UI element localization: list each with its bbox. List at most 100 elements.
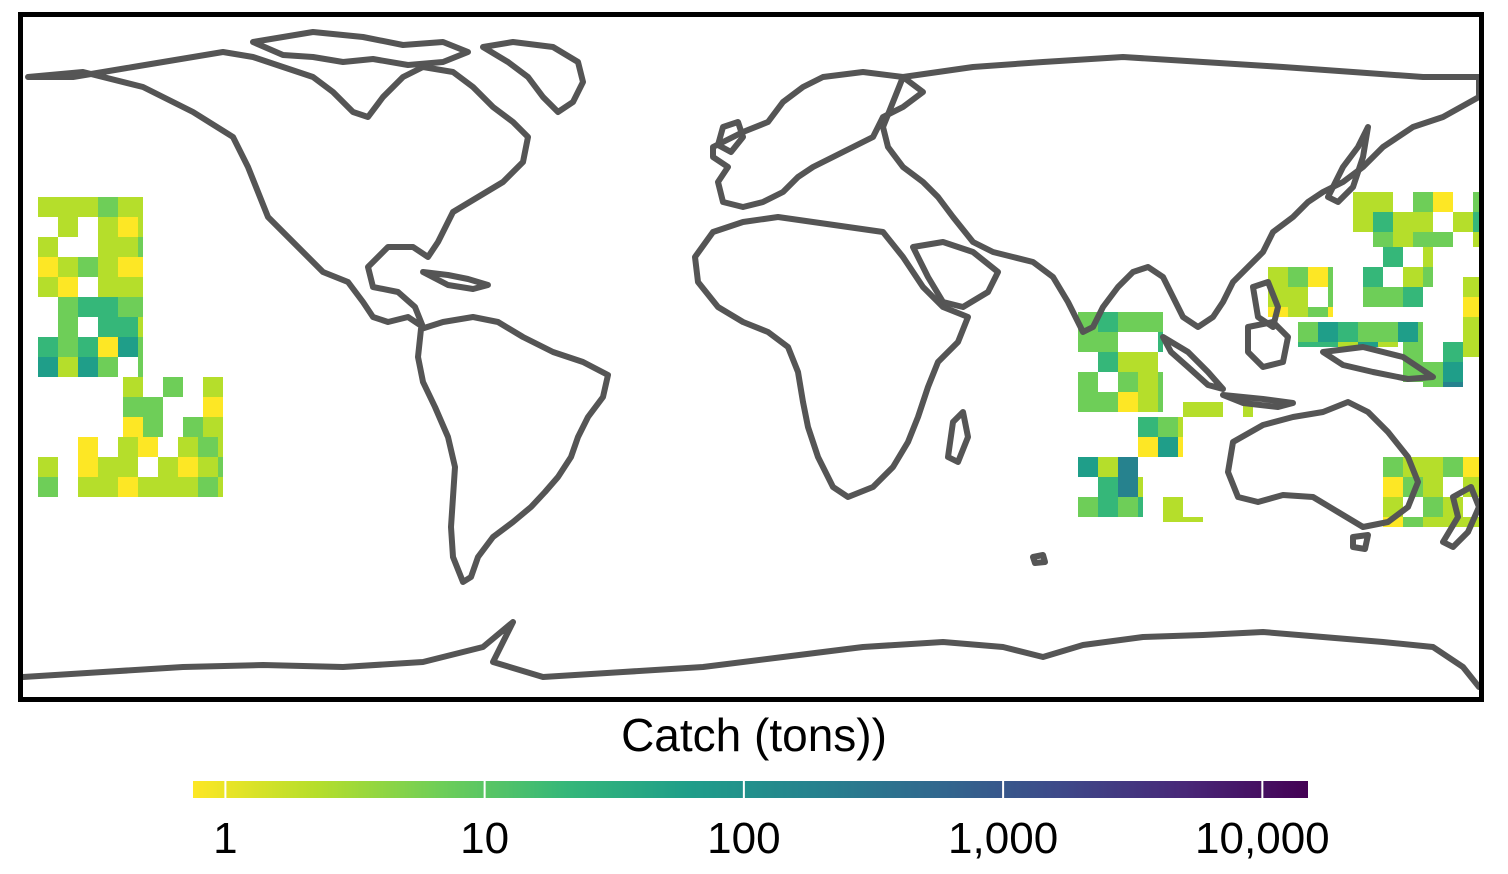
coastline-asia [880, 54, 1479, 335]
catch-cell [78, 337, 98, 357]
catch-cell [1158, 417, 1178, 437]
catch-cell [1353, 212, 1373, 232]
catch-cell [1338, 322, 1358, 342]
coastline-layer [23, 29, 1479, 690]
colorbar-tick [1002, 781, 1005, 798]
catch-cell [138, 337, 143, 357]
catch-cell [1098, 457, 1118, 477]
catch-cell [1473, 192, 1479, 212]
catch-cell [163, 377, 183, 397]
catch-cell [58, 217, 78, 237]
catch-cell [1393, 232, 1413, 247]
catch-cell [1373, 232, 1393, 247]
catch-cell [58, 357, 78, 377]
coastline-caribbean [420, 269, 491, 292]
catch-cell [1363, 287, 1383, 307]
catch-cell [1138, 497, 1143, 517]
catch-cell [143, 417, 163, 437]
catch-cell [1413, 232, 1433, 247]
catch-cell [1403, 287, 1423, 307]
catch-cell [1078, 392, 1098, 412]
catch-cell [78, 357, 98, 377]
map-panel [18, 12, 1484, 702]
catch-cell [38, 337, 58, 357]
colorbar-tick [1261, 781, 1264, 798]
catch-cell [1413, 192, 1433, 212]
catch-cell [1308, 307, 1328, 317]
colorbar-tick [483, 781, 486, 798]
catch-cell [123, 377, 143, 397]
catch-cell [38, 257, 58, 277]
catch-cell [138, 217, 143, 237]
catch-cell [58, 257, 78, 277]
catch-cell [1463, 457, 1479, 477]
catch-cell [118, 277, 138, 297]
catch-cell [138, 197, 143, 217]
catch-cell [1463, 317, 1479, 337]
catch-cell [78, 197, 98, 217]
catch-cell [1183, 402, 1203, 417]
catch-cell [1138, 437, 1158, 457]
catch-cell [78, 297, 98, 317]
catch-cell [58, 277, 78, 297]
catch-cell [218, 477, 223, 497]
catch-cell [138, 477, 158, 497]
catch-cell [1118, 352, 1138, 372]
catch-cell [78, 257, 98, 277]
colorbar-tick-label: 1,000 [948, 814, 1059, 863]
catch-cell [1463, 277, 1479, 297]
catch-cell [198, 457, 218, 477]
catch-cell [1423, 382, 1443, 387]
colorbar-tick-label: 100 [707, 814, 781, 863]
catch-cell [1328, 287, 1333, 307]
catch-cell [38, 237, 58, 257]
coastline-british-isles [715, 119, 746, 155]
catch-cell [98, 237, 118, 257]
catch-cell [1358, 342, 1378, 347]
catch-cell [1443, 342, 1463, 362]
catch-cell [98, 297, 118, 317]
catch-cell [1288, 267, 1308, 287]
catch-cell [178, 477, 198, 497]
colorbar-tick-label: 10 [460, 814, 510, 863]
catch-cell [1078, 372, 1098, 392]
catch-cell [1423, 457, 1443, 477]
catch-cell [1078, 497, 1098, 517]
catch-cell [1423, 517, 1443, 527]
coastline-arabia [910, 239, 1001, 310]
catch-cell [1183, 517, 1203, 522]
catch-cell [1098, 312, 1118, 332]
catch-cell [118, 217, 138, 237]
catch-cell [1378, 322, 1398, 342]
catch-cell [1118, 477, 1138, 497]
coastline-kerguelen [1030, 552, 1048, 566]
colorbar [193, 781, 1308, 798]
catch-cell [1378, 342, 1398, 347]
catch-cell [178, 457, 198, 477]
catch-cell [1308, 267, 1328, 287]
catch-cell [58, 317, 78, 337]
coastline-borneo [1245, 319, 1291, 370]
catch-cell [1163, 497, 1183, 517]
catch-cell [1098, 477, 1118, 497]
catch-cell [1383, 247, 1403, 267]
catch-cell [1098, 392, 1118, 412]
catch-cell [1138, 392, 1158, 412]
catch-cell [198, 477, 218, 497]
catch-cell [1443, 457, 1463, 477]
catch-cell [1098, 332, 1118, 352]
catch-cell [118, 317, 138, 337]
catch-cell [1158, 332, 1163, 352]
catch-cell [138, 437, 158, 457]
catch-cell [1383, 457, 1403, 477]
catch-cell [1138, 352, 1158, 372]
catch-cell [1243, 402, 1253, 417]
catch-cell [1158, 392, 1163, 412]
catch-cell [1358, 322, 1378, 342]
catch-cell [1443, 362, 1463, 382]
catch-cell [138, 237, 143, 257]
catch-cell [1473, 212, 1479, 232]
catch-cell [203, 377, 223, 397]
catch-cell [1118, 372, 1138, 392]
catch-cell [1178, 437, 1183, 457]
